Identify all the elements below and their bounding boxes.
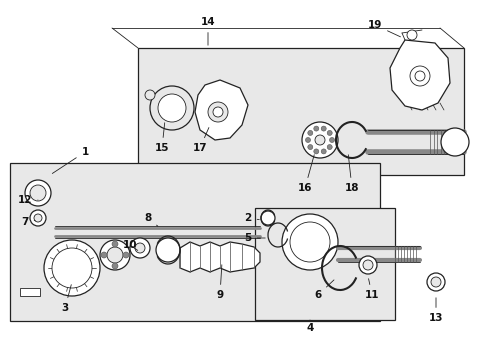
Circle shape (305, 138, 310, 143)
Circle shape (145, 90, 155, 100)
Circle shape (358, 256, 376, 274)
Circle shape (52, 248, 92, 288)
Circle shape (207, 102, 227, 122)
Circle shape (30, 185, 46, 201)
Text: 4: 4 (305, 320, 313, 333)
Text: 13: 13 (428, 298, 442, 323)
Circle shape (307, 145, 312, 149)
Text: 8: 8 (144, 213, 158, 226)
Text: 5: 5 (244, 233, 264, 243)
Circle shape (329, 138, 334, 143)
Circle shape (282, 214, 337, 270)
Circle shape (112, 241, 118, 247)
Circle shape (362, 260, 372, 270)
Circle shape (123, 252, 129, 258)
Circle shape (112, 263, 118, 269)
Circle shape (430, 277, 440, 287)
Text: 1: 1 (52, 147, 88, 174)
Circle shape (321, 149, 325, 154)
Text: 7: 7 (21, 217, 35, 227)
Text: 15: 15 (154, 123, 169, 153)
Text: 12: 12 (18, 195, 38, 205)
Circle shape (406, 30, 416, 40)
Circle shape (426, 273, 444, 291)
Text: 11: 11 (364, 279, 379, 300)
Circle shape (289, 222, 329, 262)
Circle shape (213, 107, 223, 117)
Circle shape (34, 214, 42, 222)
Bar (254, 208, 394, 320)
Circle shape (313, 126, 318, 131)
Circle shape (100, 240, 130, 270)
Bar (10, 163, 379, 321)
Text: 3: 3 (61, 285, 71, 313)
Text: 2: 2 (244, 213, 259, 223)
Circle shape (307, 130, 312, 135)
Polygon shape (180, 242, 260, 272)
Circle shape (409, 66, 429, 86)
Circle shape (135, 243, 145, 253)
Text: 18: 18 (344, 155, 359, 193)
Text: 10: 10 (122, 240, 138, 251)
Circle shape (440, 128, 468, 156)
Text: 17: 17 (192, 127, 208, 153)
Circle shape (25, 180, 51, 206)
Circle shape (414, 71, 424, 81)
Bar (20, 288, 40, 296)
Circle shape (261, 211, 274, 225)
Circle shape (314, 135, 325, 145)
Circle shape (44, 240, 100, 296)
Circle shape (150, 86, 194, 130)
Text: 6: 6 (314, 280, 333, 300)
Circle shape (130, 238, 150, 258)
Polygon shape (389, 40, 449, 110)
Circle shape (107, 247, 123, 263)
Circle shape (313, 149, 318, 154)
Circle shape (30, 210, 46, 226)
Polygon shape (138, 48, 463, 175)
Text: 19: 19 (367, 20, 400, 37)
Circle shape (321, 126, 325, 131)
Text: 14: 14 (200, 17, 215, 45)
Text: 16: 16 (297, 155, 314, 193)
Circle shape (302, 122, 337, 158)
Circle shape (158, 94, 185, 122)
Text: 9: 9 (216, 265, 223, 300)
Circle shape (156, 238, 180, 262)
Circle shape (101, 252, 107, 258)
Polygon shape (195, 80, 247, 140)
Circle shape (326, 130, 331, 135)
Circle shape (326, 145, 331, 149)
